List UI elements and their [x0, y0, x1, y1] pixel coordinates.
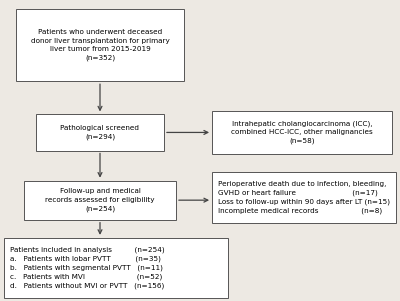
FancyBboxPatch shape: [212, 172, 396, 223]
Text: Pathological screened
(n=294): Pathological screened (n=294): [60, 125, 140, 140]
Text: Patients who underwent deceased
donor liver transplantation for primary
liver tu: Patients who underwent deceased donor li…: [31, 29, 169, 61]
Text: Patients included in analysis          (n=254)
a.   Patients with lobar PVTT    : Patients included in analysis (n=254) a.…: [10, 247, 165, 289]
FancyBboxPatch shape: [212, 111, 392, 154]
FancyBboxPatch shape: [16, 9, 184, 81]
FancyBboxPatch shape: [24, 181, 176, 220]
FancyBboxPatch shape: [4, 238, 228, 298]
Text: Follow-up and medical
records assessed for eligibility
(n=254): Follow-up and medical records assessed f…: [45, 188, 155, 212]
FancyBboxPatch shape: [36, 114, 164, 150]
Text: Intrahepatic cholangiocarcinoma (ICC),
combined HCC-ICC, other malignancies
(n=5: Intrahepatic cholangiocarcinoma (ICC), c…: [231, 120, 373, 144]
Text: Perioperative death due to infection, bleeding,
GVHD or heart failure           : Perioperative death due to infection, bl…: [218, 181, 390, 214]
